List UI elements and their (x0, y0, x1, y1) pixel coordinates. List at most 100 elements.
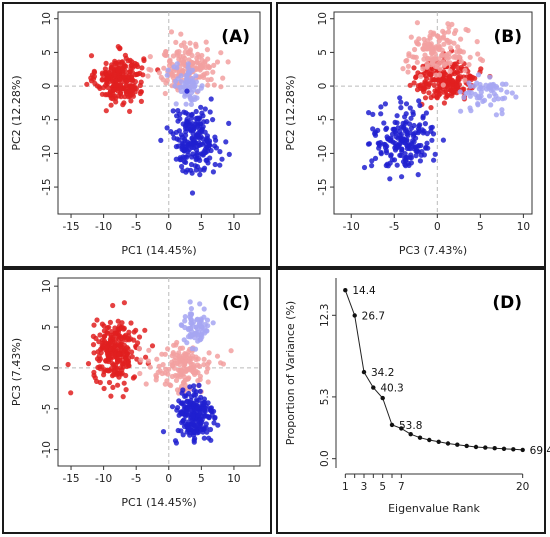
data-point-cluster-3 (188, 115, 195, 121)
data-point-cluster-3 (217, 162, 223, 168)
data-point-cluster-3 (193, 115, 199, 122)
data-point-cluster-3 (208, 96, 214, 102)
data-point-cluster-2 (188, 306, 194, 312)
data-point-cluster-1 (220, 75, 226, 81)
data-point-cluster-0 (127, 108, 133, 114)
data-point-cluster-0 (123, 372, 129, 379)
x-tick-label: -10 (95, 221, 112, 233)
data-point-cluster-0 (97, 332, 103, 338)
data-point-cluster-0 (110, 384, 116, 390)
data-point-cluster-3 (194, 405, 200, 411)
data-point-cluster-0 (106, 70, 113, 76)
data-point-cluster-3 (211, 420, 217, 426)
scree-point (399, 426, 404, 431)
data-point-cluster-3 (410, 133, 417, 139)
data-point-cluster-1 (445, 29, 452, 35)
data-point-cluster-0 (65, 361, 71, 368)
data-point-cluster-0 (104, 344, 110, 350)
scree-point (389, 422, 395, 428)
y-tick-label: -10 (317, 145, 329, 162)
data-point-cluster-3 (361, 164, 368, 171)
scree-point (483, 445, 488, 450)
scree-point (445, 441, 451, 446)
cumulative-variance-label: 69.4 (530, 445, 550, 457)
data-point-cluster-3 (197, 167, 203, 173)
data-point-cluster-2 (471, 83, 477, 89)
data-point-cluster-1 (169, 373, 175, 380)
data-point-cluster-0 (101, 385, 107, 392)
cumulative-variance-label: 14.4 (352, 285, 376, 297)
data-point-cluster-2 (461, 94, 467, 101)
cumulative-variance-label: 53.8 (399, 420, 422, 432)
data-point-cluster-1 (171, 342, 177, 348)
data-point-cluster-3 (189, 111, 195, 117)
data-point-cluster-0 (103, 108, 109, 114)
data-point-cluster-3 (399, 148, 405, 154)
data-point-cluster-1 (201, 356, 207, 362)
data-point-cluster-1 (441, 41, 447, 47)
data-point-cluster-0 (411, 80, 417, 86)
x-tick-label: 0 (165, 473, 172, 485)
panel-d: 14.4 26.7 34.2 40.3 53.8 69.4 1 3 5 7 20 0.0 5.3 12.3… (276, 268, 550, 534)
data-point-cluster-1 (453, 28, 459, 34)
data-point-cluster-1 (179, 68, 185, 74)
data-point-cluster-3 (370, 126, 376, 132)
data-point-cluster-3 (207, 407, 213, 413)
y-tick-label: -15 (317, 178, 329, 195)
data-point-cluster-3 (192, 436, 198, 442)
data-point-cluster-3 (404, 129, 410, 135)
cumulative-variance-label: 26.7 (362, 311, 385, 323)
data-point-cluster-0 (125, 351, 131, 357)
data-point-cluster-0 (136, 334, 143, 340)
data-point-cluster-1 (440, 34, 447, 40)
x-tick-label: -5 (131, 473, 141, 485)
data-point-cluster-0 (113, 99, 119, 105)
data-point-cluster-2 (205, 323, 211, 329)
data-point-cluster-0 (431, 82, 437, 88)
data-point-cluster-3 (366, 110, 372, 116)
data-point-cluster-3 (418, 142, 424, 149)
data-point-cluster-3 (212, 134, 218, 140)
data-point-cluster-0 (117, 77, 123, 83)
data-point-cluster-0 (130, 83, 136, 89)
data-point-cluster-1 (190, 353, 196, 359)
data-point-cluster-2 (198, 331, 205, 337)
data-point-cluster-3 (408, 115, 414, 121)
data-point-cluster-0 (103, 60, 109, 66)
data-point-cluster-3 (191, 126, 197, 132)
data-point-cluster-2 (187, 311, 193, 317)
data-point-cluster-1 (214, 59, 221, 65)
data-point-cluster-0 (116, 351, 122, 357)
data-point-cluster-3 (390, 126, 396, 132)
x-tick-label: 5 (379, 481, 386, 493)
data-point-cluster-0 (426, 90, 432, 96)
y-tick-label: 0 (317, 83, 329, 90)
data-point-cluster-1 (427, 35, 433, 41)
plot-frame (57, 11, 261, 215)
data-point-cluster-1 (161, 65, 167, 71)
data-point-cluster-2 (189, 89, 195, 96)
data-point-cluster-1 (436, 72, 443, 78)
data-point-cluster-0 (108, 91, 114, 97)
data-point-cluster-3 (226, 151, 232, 157)
data-point-cluster-2 (502, 95, 508, 101)
data-point-cluster-3 (377, 140, 383, 146)
data-point-cluster-3 (176, 137, 182, 143)
data-point-cluster-2 (192, 335, 198, 341)
data-point-cluster-3 (158, 137, 164, 143)
data-point-cluster-1 (196, 54, 202, 60)
data-point-cluster-2 (198, 336, 204, 342)
data-point-cluster-1 (162, 52, 168, 58)
data-point-cluster-2 (201, 314, 207, 320)
data-point-cluster-0 (98, 350, 104, 356)
plot-frame (57, 277, 261, 467)
data-point-cluster-0 (437, 91, 443, 97)
data-point-cluster-1 (168, 29, 175, 35)
data-point-cluster-2 (479, 85, 486, 91)
y-tick-label: -5 (41, 114, 53, 124)
data-point-cluster-1 (198, 63, 204, 69)
data-point-cluster-2 (185, 326, 191, 333)
data-point-cluster-2 (468, 108, 474, 114)
data-point-cluster-0 (455, 75, 461, 81)
data-point-cluster-0 (112, 60, 118, 66)
